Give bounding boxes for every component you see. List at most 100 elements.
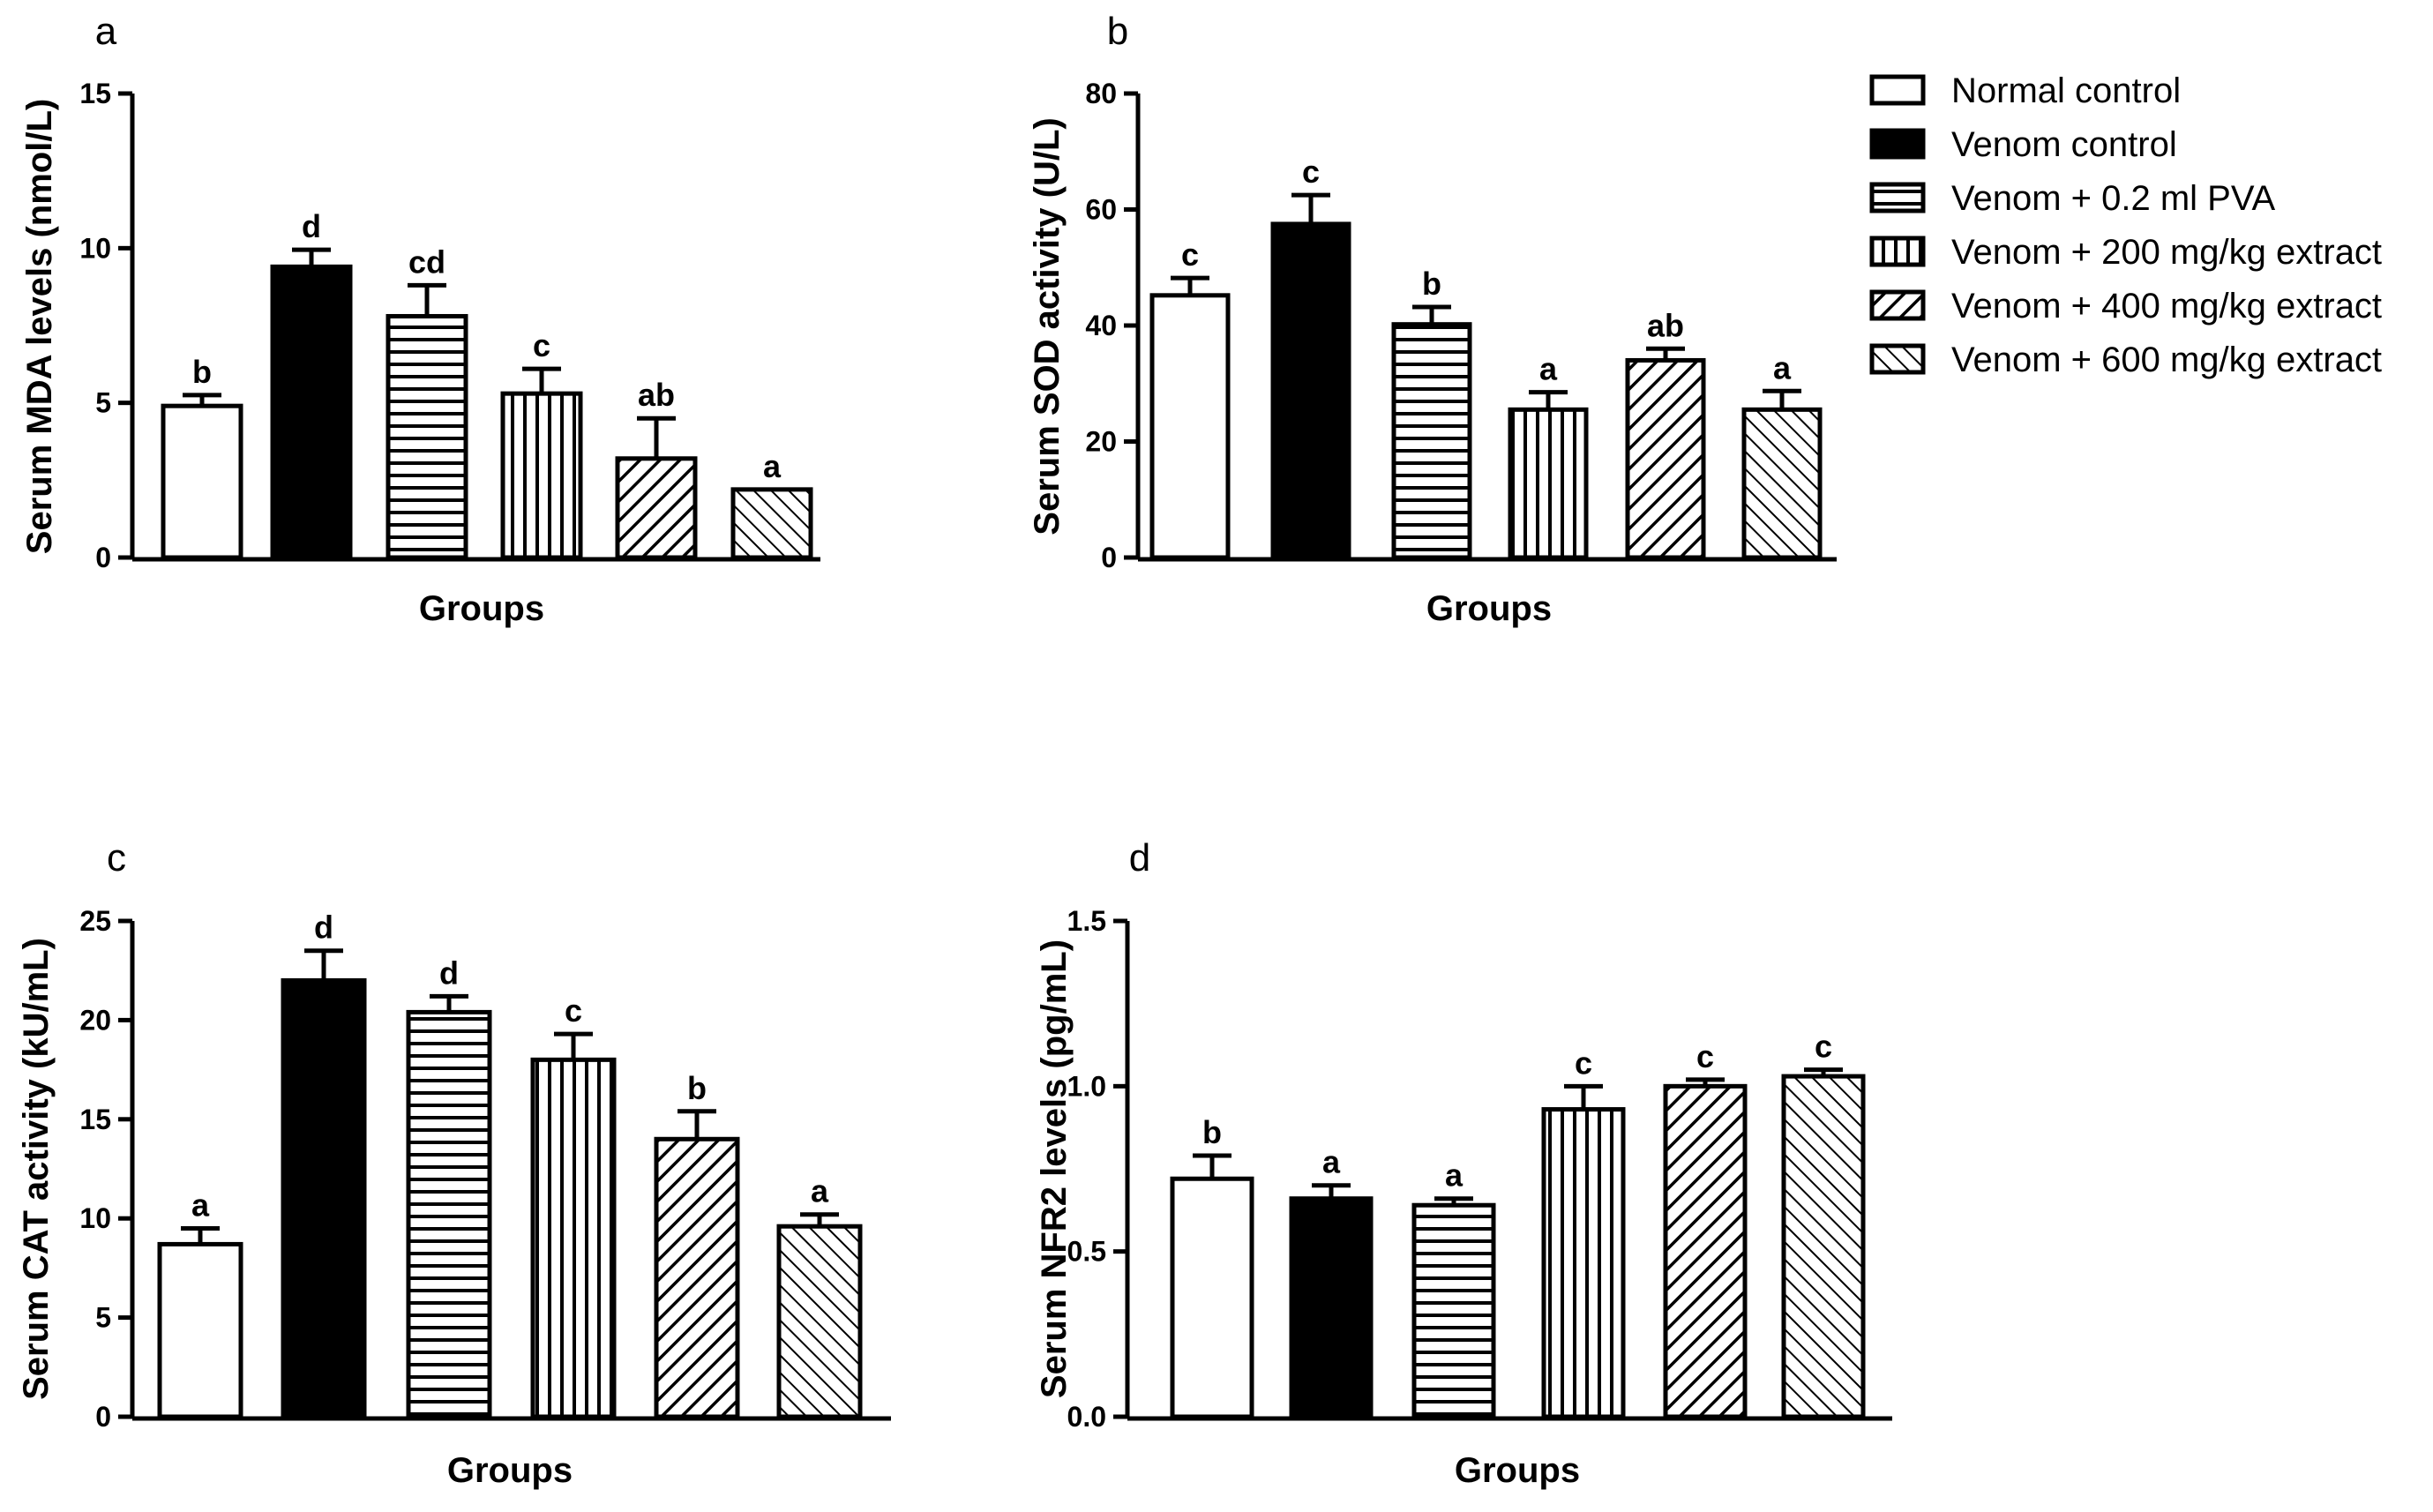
y-tick-label: 25	[79, 905, 111, 937]
legend-item: Normal control	[1869, 71, 2181, 110]
panel-letter: c	[107, 836, 126, 880]
significance-label: c	[1302, 153, 1320, 190]
significance-label: a	[763, 448, 782, 484]
legend-item: Venom + 0.2 ml PVA	[1869, 179, 2276, 218]
y-tick-label: 10	[79, 232, 111, 264]
bar	[1411, 1202, 1496, 1419]
significance-label: ab	[638, 377, 675, 413]
y-axis-title: Serum SOD activity (U/L)	[1028, 117, 1067, 535]
legend-label: Normal control	[1951, 71, 2181, 110]
chart-panel-d: d b a a c c c 0.0 0.5 1.0 1.5 Groups Serum NFR2 leve…	[1035, 836, 1892, 1490]
significance-label: ab	[1647, 307, 1684, 343]
legend-item: Venom + 600 mg/kg extract	[1869, 341, 2382, 379]
significance-label: a	[191, 1186, 210, 1223]
x-axis-title: Groups	[447, 1451, 573, 1490]
significance-label: a	[1322, 1144, 1341, 1180]
significance-label: b	[1202, 1114, 1222, 1150]
y-tick-label: 15	[79, 78, 111, 109]
y-tick-label: 20	[79, 1004, 111, 1036]
legend-swatch	[1869, 236, 1926, 267]
y-tick-label: 0.5	[1067, 1236, 1106, 1268]
y-tick-label: 15	[79, 1104, 111, 1135]
legend-label: Venom + 200 mg/kg extract	[1951, 233, 2382, 272]
significance-label: a	[811, 1173, 829, 1209]
panel-letter: b	[1107, 10, 1128, 53]
y-tick-label: 1.5	[1067, 905, 1106, 937]
y-tick-label: 60	[1085, 194, 1117, 226]
bar	[1663, 1083, 1748, 1419]
legend-swatch	[1869, 343, 1926, 375]
bar	[1289, 1196, 1374, 1419]
y-tick-label: 0	[1101, 542, 1117, 573]
y-tick-label: 20	[1085, 426, 1117, 458]
y-axis-title: Serum NFR2 levels (pg/mL)	[1035, 939, 1074, 1398]
y-tick-label: 10	[79, 1202, 111, 1234]
significance-label: c	[1575, 1044, 1592, 1081]
significance-label: a	[1445, 1157, 1464, 1194]
panel-letter: d	[1129, 836, 1150, 880]
significance-label: cd	[408, 243, 445, 280]
legend-label: Venom + 600 mg/kg extract	[1951, 341, 2382, 379]
bar	[281, 977, 367, 1419]
bar	[530, 1057, 617, 1419]
y-tick-label: 40	[1085, 310, 1117, 341]
y-tick-label: 80	[1085, 78, 1117, 109]
bar	[270, 264, 353, 560]
bar	[776, 1224, 863, 1419]
bar	[1625, 357, 1706, 560]
significance-label: b	[1422, 266, 1441, 302]
y-tick-label: 5	[95, 387, 111, 419]
panel-letter: a	[95, 10, 117, 53]
bar	[500, 391, 583, 560]
bar	[1541, 1107, 1626, 1419]
significance-label: a	[1773, 349, 1792, 385]
significance-label: c	[1181, 236, 1199, 273]
y-tick-label: 0.0	[1067, 1401, 1106, 1433]
significance-label: a	[1539, 351, 1558, 387]
y-axis-title: Serum CAT activity (kU/mL)	[17, 938, 56, 1400]
legend-swatch	[1869, 182, 1926, 213]
chart-panel-c: c a d d c b a 0 5 10 15 20 25 Groups Serum CAT activit…	[17, 836, 891, 1490]
significance-label: d	[314, 909, 333, 946]
legend-swatch	[1869, 289, 1926, 321]
bar	[730, 487, 813, 560]
significance-label: c	[1815, 1029, 1832, 1065]
bar	[1508, 407, 1589, 560]
bar	[1391, 322, 1472, 560]
x-axis-title: Groups	[1426, 589, 1552, 628]
significance-label: d	[302, 208, 321, 244]
legend-label: Venom + 0.2 ml PVA	[1951, 179, 2276, 218]
legend-item: Venom control	[1869, 125, 2177, 164]
x-axis-title: Groups	[1455, 1451, 1580, 1490]
legend-swatch	[1869, 74, 1926, 106]
legend-label: Venom + 400 mg/kg extract	[1951, 287, 2382, 326]
y-tick-label: 0	[95, 1401, 111, 1433]
significance-label: b	[687, 1070, 707, 1106]
legend: Normal control Venom control Venom + 0.2 m…	[1869, 71, 2382, 379]
bar	[1270, 221, 1351, 560]
bar	[406, 1009, 492, 1419]
bar	[1149, 293, 1231, 560]
legend-item: Venom + 200 mg/kg extract	[1869, 233, 2382, 272]
bar	[157, 1241, 243, 1419]
significance-label: c	[565, 992, 582, 1029]
legend-item: Venom + 400 mg/kg extract	[1869, 287, 2382, 326]
bar	[1741, 407, 1823, 560]
bar	[386, 313, 468, 560]
chart-panel-b: b c c b a ab a 0 20 40 60 80 Groups Serum SOD activit…	[1028, 10, 1837, 628]
legend-swatch	[1869, 128, 1926, 160]
y-tick-label: 5	[95, 1302, 111, 1334]
bar	[1781, 1074, 1866, 1419]
y-tick-label: 1.0	[1067, 1070, 1106, 1102]
bar	[654, 1136, 740, 1419]
y-tick-label: 0	[95, 542, 111, 573]
legend-label: Venom control	[1951, 125, 2177, 164]
significance-label: b	[192, 354, 212, 390]
significance-label: d	[439, 954, 459, 991]
significance-label: c	[1696, 1038, 1714, 1074]
y-axis-title: Serum MDA levels (nmol/L)	[20, 99, 59, 554]
bar	[615, 456, 698, 560]
bar	[161, 403, 243, 560]
